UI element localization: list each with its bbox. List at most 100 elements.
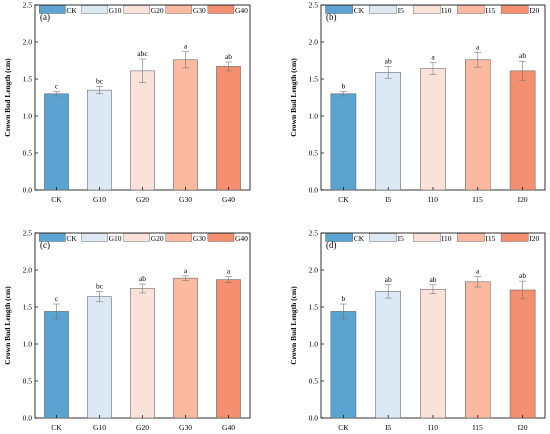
legend-label: G20 — [151, 234, 164, 243]
significance-letter: bc — [96, 76, 104, 85]
significance-letter: ab — [429, 275, 436, 284]
y-tick-label: 1.0 — [23, 340, 33, 349]
bar-g10 — [87, 296, 112, 419]
y-tick-label: 2.5 — [23, 1, 33, 10]
bar-g40 — [216, 66, 241, 191]
bar-g10 — [87, 89, 112, 191]
significance-letter: a — [476, 42, 480, 51]
legend-swatch-i5 — [369, 5, 397, 14]
significance-letter: bc — [96, 281, 104, 290]
significance-letter: ab — [225, 52, 232, 61]
x-tick-label: I5 — [385, 423, 391, 432]
x-tick-label: CK — [338, 195, 349, 204]
y-tick-label: 1.0 — [309, 340, 319, 349]
bar-i10 — [420, 68, 446, 191]
x-tick-label: G20 — [136, 195, 149, 204]
chart-panel-1: 0.0 0.5 1.0 1.5 2.0 2.5 Crown Bud Length (cm) (… — [289, 1, 546, 204]
x-tick-label: G30 — [179, 423, 192, 432]
legend-label: I10 — [442, 6, 452, 15]
legend-label: G30 — [193, 234, 206, 243]
chart-panel-0: 0.0 0.5 1.0 1.5 2.0 2.5 Crown Bud Length (cm) (… — [3, 1, 251, 204]
legend-swatch-g10 — [81, 5, 108, 14]
x-tick-label: CK — [338, 423, 349, 432]
legend-label: G30 — [193, 6, 206, 15]
y-tick-label: 0.0 — [309, 186, 319, 195]
significance-letter: ab — [385, 56, 392, 65]
x-tick-label: I20 — [518, 195, 528, 204]
legend-swatch-i10 — [413, 5, 441, 14]
x-tick-label: CK — [51, 195, 62, 204]
legend-label: G40 — [235, 234, 248, 243]
legend-swatch-g30 — [165, 5, 193, 14]
legend-label: G10 — [109, 234, 122, 243]
legend-label: I5 — [398, 6, 404, 15]
legend-label: I15 — [485, 234, 495, 243]
panel-label: (a) — [40, 12, 50, 22]
panel-label: (b) — [326, 12, 337, 22]
x-tick-label: I15 — [473, 195, 483, 204]
legend-swatch-ck — [325, 5, 353, 14]
legend-swatch-g20 — [123, 5, 150, 14]
bar-g30 — [173, 59, 198, 191]
significance-letter: a — [476, 267, 480, 276]
y-axis-label: Crown Bud Length (cm) — [289, 58, 298, 137]
significance-letter: ab — [139, 274, 146, 283]
bar-ck — [330, 311, 357, 419]
legend-label: G20 — [151, 6, 164, 15]
y-axis-label: Crown Bud Length (cm) — [289, 286, 298, 365]
x-tick-label: I15 — [473, 423, 483, 432]
x-tick-label: G30 — [179, 195, 192, 204]
legend-swatch-i15 — [456, 5, 485, 14]
x-tick-label: G40 — [222, 423, 235, 432]
x-tick-label: G10 — [93, 195, 106, 204]
legend-swatch-g30 — [165, 233, 193, 242]
legend-label: I15 — [485, 6, 495, 15]
significance-letter: ab — [519, 271, 526, 280]
legend-swatch-g10 — [81, 233, 108, 242]
legend-label: CK — [66, 234, 77, 243]
x-tick-label: I10 — [428, 195, 438, 204]
panel-label: (c) — [40, 240, 50, 250]
y-tick-label: 1.5 — [309, 303, 319, 312]
y-tick-label: 2.0 — [309, 38, 319, 47]
legend-swatch-i20 — [500, 5, 529, 14]
y-tick-label: 2.5 — [309, 229, 319, 238]
significance-letter: ab — [519, 51, 526, 60]
bar-i15 — [465, 281, 491, 419]
legend-label: I5 — [398, 234, 404, 243]
x-tick-label: I10 — [428, 423, 438, 432]
significance-letter: ab — [385, 275, 392, 284]
bar-i20 — [509, 70, 536, 191]
x-tick-label: I5 — [385, 195, 391, 204]
bar-g20 — [130, 70, 155, 191]
y-tick-label: 1.0 — [309, 112, 319, 121]
y-tick-label: 2.0 — [309, 266, 319, 275]
legend-swatch-i15 — [456, 233, 485, 242]
chart-panel-2: 0.0 0.5 1.0 1.5 2.0 2.5 Crown Bud Length (cm) (… — [3, 229, 251, 432]
significance-letter: a — [227, 267, 231, 276]
y-tick-label: 2.0 — [23, 38, 33, 47]
significance-letter: c — [55, 82, 59, 91]
legend-swatch-g40 — [207, 233, 235, 242]
significance-letter: b — [342, 82, 346, 91]
chart-panel-3: 0.0 0.5 1.0 1.5 2.0 2.5 Crown Bud Length (cm) (… — [289, 229, 546, 432]
y-tick-label: 0.0 — [23, 186, 33, 195]
legend-label: G40 — [235, 6, 248, 15]
significance-letter: c — [55, 294, 59, 303]
x-tick-label: G20 — [136, 423, 149, 432]
bar-i5 — [375, 291, 401, 419]
y-tick-label: 1.5 — [309, 75, 319, 84]
significance-letter: b — [342, 294, 346, 303]
significance-letter: a — [184, 266, 188, 275]
legend-label: G10 — [109, 6, 122, 15]
bar-ck — [44, 93, 69, 191]
x-tick-label: I20 — [518, 423, 528, 432]
legend-label: CK — [354, 6, 365, 15]
y-axis-label: Crown Bud Length (cm) — [3, 58, 12, 137]
legend-label: I20 — [529, 6, 539, 15]
legend-swatch-ck — [39, 233, 66, 242]
y-tick-label: 0.5 — [309, 149, 319, 158]
y-tick-label: 2.5 — [309, 1, 319, 10]
x-tick-label: G10 — [93, 423, 106, 432]
y-tick-label: 0.5 — [23, 377, 33, 386]
